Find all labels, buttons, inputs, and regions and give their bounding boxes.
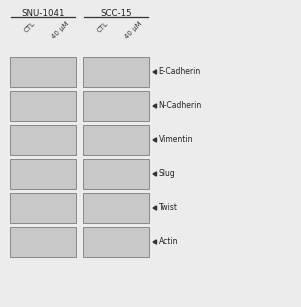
Text: Actin: Actin (159, 238, 178, 247)
Bar (10, 193, 76, 223)
Polygon shape (153, 172, 157, 176)
Polygon shape (153, 206, 157, 210)
Bar (10, 57, 76, 87)
Bar (83, 227, 149, 257)
Text: CTL: CTL (96, 20, 110, 33)
Polygon shape (153, 138, 157, 142)
Text: 40 μM: 40 μM (51, 20, 70, 40)
Bar (83, 125, 149, 155)
Bar (83, 91, 149, 121)
Text: Vimentin: Vimentin (159, 135, 193, 145)
Text: Twist: Twist (159, 204, 178, 212)
Polygon shape (153, 104, 157, 108)
Bar (83, 159, 149, 189)
Text: 40 μM: 40 μM (124, 20, 144, 40)
Text: E-Cadherin: E-Cadherin (159, 68, 201, 76)
Text: N-Cadherin: N-Cadherin (159, 102, 202, 111)
Bar (83, 57, 149, 87)
Text: SNU-1041: SNU-1041 (21, 9, 65, 18)
Polygon shape (153, 240, 157, 244)
Bar (10, 159, 76, 189)
Text: SCC-15: SCC-15 (100, 9, 132, 18)
Text: Slug: Slug (159, 169, 175, 178)
Bar (83, 193, 149, 223)
Bar (10, 91, 76, 121)
Polygon shape (153, 70, 157, 74)
Bar (10, 125, 76, 155)
Bar (10, 227, 76, 257)
Text: CTL: CTL (23, 20, 36, 33)
